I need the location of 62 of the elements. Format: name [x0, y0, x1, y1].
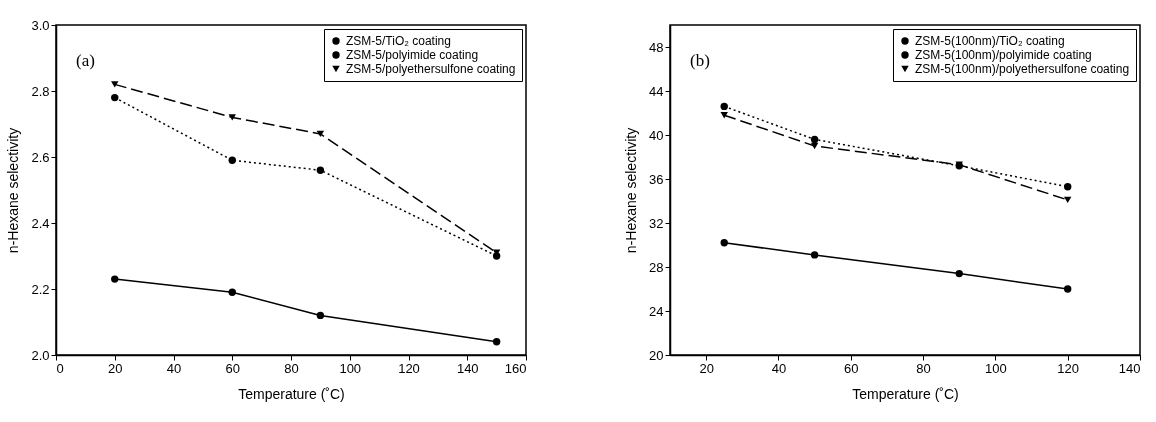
point [111, 81, 119, 88]
y-tick-label: 36 [649, 171, 664, 187]
point [316, 311, 325, 320]
legend-label: ZSM-5/TiO₂ coating [346, 34, 451, 48]
point [810, 142, 819, 150]
x-tick-label: 140 [1118, 360, 1141, 376]
x-tick-label: 80 [916, 360, 931, 376]
legend-label: ZSM-5(100nm)/polyimide coating [915, 48, 1092, 62]
x-tick-label: 80 [284, 360, 299, 376]
y-tick-label: 40 [649, 127, 664, 143]
point [228, 288, 236, 296]
point [720, 239, 728, 247]
x-tick-label: 40 [771, 360, 787, 376]
x-axis-title: Temperature (˚C) [238, 385, 345, 402]
point [955, 269, 963, 278]
point [810, 251, 819, 259]
point [1063, 285, 1072, 293]
y-tick-label: 2.0 [31, 347, 50, 363]
x-tick-label: 120 [398, 360, 420, 376]
x-tick-label: 100 [339, 360, 362, 376]
point [720, 102, 728, 111]
y-tick-label: 48 [649, 39, 664, 55]
legend-label: ZSM-5/polyethersulfone coating [346, 62, 516, 76]
y-tick-label: 2.6 [31, 149, 50, 165]
y-tick-label: 32 [649, 215, 664, 231]
point [316, 166, 325, 174]
y-tick-label: 20 [649, 347, 664, 363]
annotation: (a) [76, 51, 95, 70]
x-tick-label: 60 [844, 360, 859, 376]
x-tick-label: 120 [1057, 360, 1080, 376]
y-tick-label: 24 [649, 303, 664, 319]
y-tick-label: 28 [649, 259, 664, 275]
legend-label: ZSM-5(100nm)/TiO₂ coating [915, 34, 1065, 48]
y-tick-label: 2.4 [31, 215, 50, 231]
annotation: (b) [690, 51, 710, 70]
x-tick-label: 140 [456, 360, 479, 376]
x-tick-label: 20 [108, 360, 123, 376]
legend-label: ZSM-5(100nm)/polyethersulfone coating [915, 62, 1130, 76]
point [720, 111, 728, 119]
y-tick-label: 2.2 [31, 281, 50, 297]
y-axis-title: n-Hexane selectivity [623, 127, 640, 254]
point [111, 93, 119, 102]
x-tick-label: 160 [504, 360, 527, 376]
x-tick-label: 100 [985, 360, 1007, 376]
y-axis-title: n-Hexane selectivity [5, 127, 22, 254]
x-tick-label: 40 [166, 360, 182, 376]
point [228, 156, 236, 164]
y-tick-label: 2.8 [31, 83, 50, 99]
point [1063, 183, 1072, 191]
point [316, 130, 325, 138]
y-tick-label: 3.0 [31, 17, 50, 33]
x-tick-label: 20 [699, 360, 714, 376]
point [111, 275, 119, 283]
point [810, 135, 819, 144]
point [492, 338, 501, 346]
y-tick-label: 44 [649, 83, 664, 99]
x-axis-title: Temperature (˚C) [852, 385, 959, 402]
point [1063, 196, 1072, 204]
point [228, 114, 236, 121]
legend-label: ZSM-5/polyimide coating [346, 48, 479, 62]
x-tick-label: 0 [56, 360, 64, 376]
x-tick-label: 60 [225, 360, 240, 376]
